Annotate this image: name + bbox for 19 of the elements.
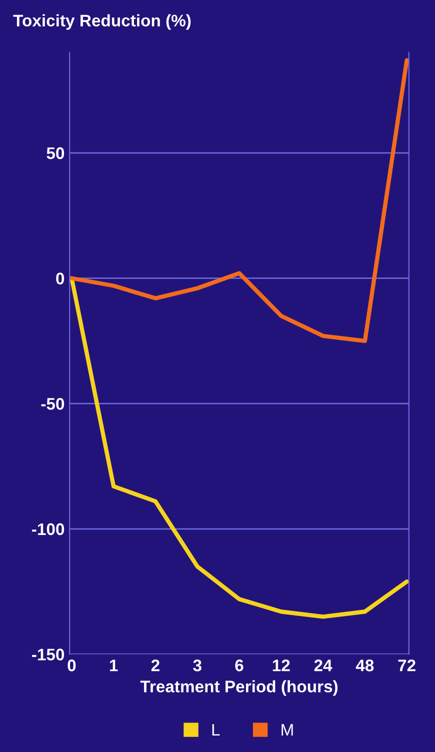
- x-axis-title: Treatment Period (hours): [140, 680, 338, 696]
- legend-label: L: [212, 724, 220, 736]
- x-tick-label: 2: [151, 660, 160, 672]
- line-series: [70, 58, 409, 343]
- y-tick-label: 50: [46, 147, 64, 160]
- x-tick-label: 6: [235, 660, 244, 672]
- y-tick-label: -50: [41, 398, 64, 410]
- x-tick-label: 24: [314, 660, 332, 672]
- x-tick-label: 3: [193, 660, 202, 672]
- x-tick-label: 72: [398, 660, 416, 672]
- x-tick-label: 1: [110, 660, 118, 672]
- y-tick-label: 0: [56, 272, 64, 284]
- y-axis-title: Toxicity Reduction (%): [13, 14, 191, 30]
- x-tick-label: 48: [356, 660, 374, 672]
- legend-label: M: [282, 724, 293, 736]
- x-tick-label: 0: [68, 660, 76, 672]
- x-tick-label: 12: [272, 660, 290, 672]
- y-tick-label: -100: [32, 523, 64, 536]
- y-tick-label: -150: [32, 648, 64, 660]
